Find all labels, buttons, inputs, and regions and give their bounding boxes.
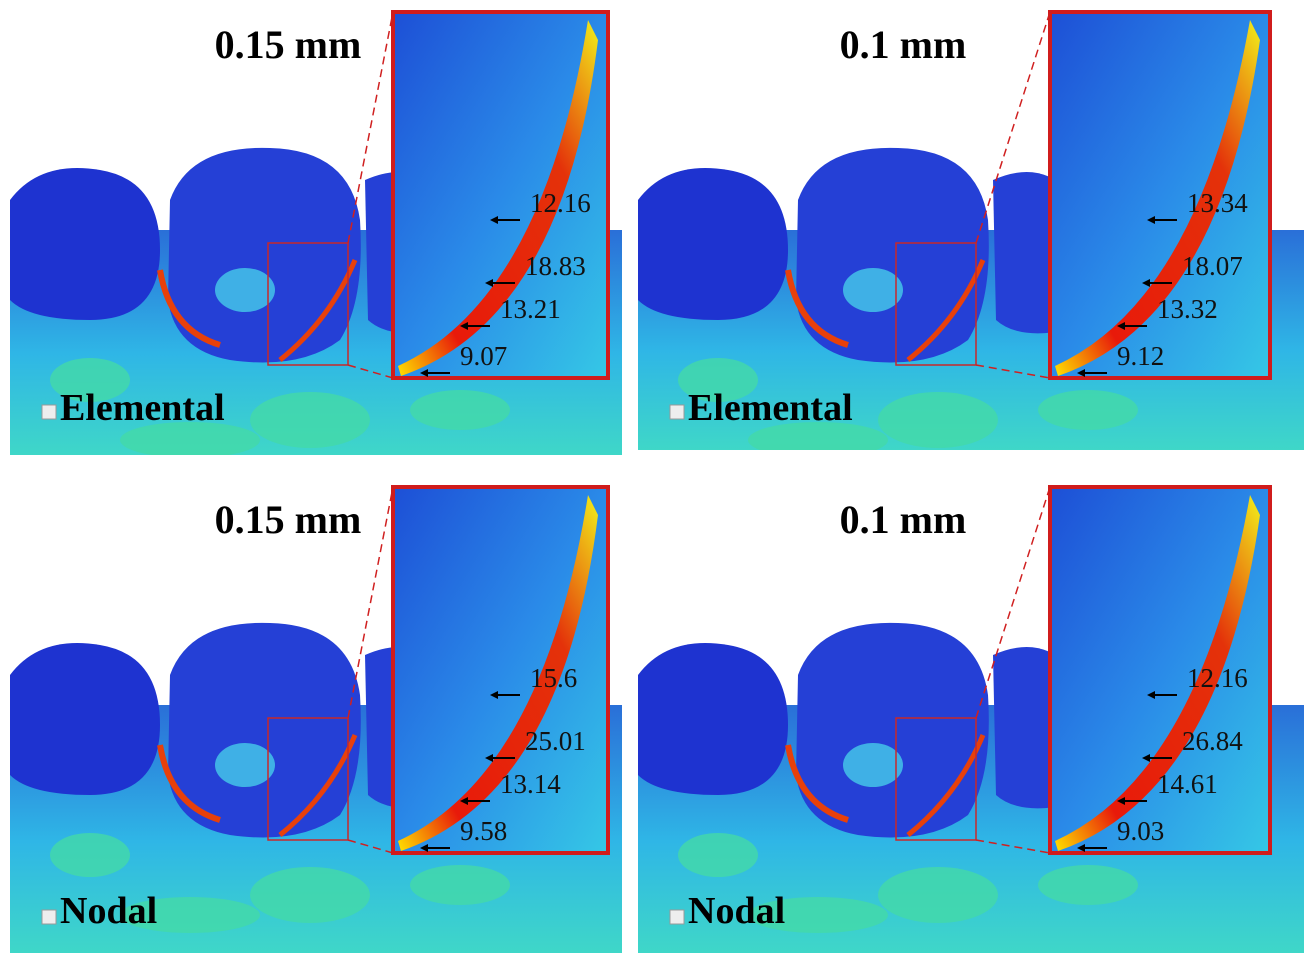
stress-blob <box>1038 390 1138 430</box>
panel: 0.15 mm Nodal 15.6 25.01 13.14 9.58 <box>10 475 622 953</box>
panel-method: Elemental <box>60 387 225 429</box>
value-label: 9.58 <box>460 816 507 846</box>
stress-blob <box>678 833 758 877</box>
panel: 0.1 mm Nodal 12.16 26.84 14.61 9.03 <box>638 475 1304 953</box>
panel: 0.1 mm Elemental 13.34 18.07 13.32 9.12 <box>638 0 1304 458</box>
value-label: 9.03 <box>1117 816 1164 846</box>
scene <box>638 475 1304 953</box>
panel-title: 0.15 mm <box>215 22 362 67</box>
value-label: 15.6 <box>530 663 577 693</box>
tooth <box>10 168 160 320</box>
stress-blob <box>878 867 998 923</box>
stress-blob <box>250 867 370 923</box>
value-label: 9.12 <box>1117 341 1164 371</box>
value-label: 25.01 <box>525 726 586 756</box>
axis-icon <box>670 405 684 419</box>
panel-title: 0.15 mm <box>215 497 362 542</box>
value-label: 18.07 <box>1182 251 1243 281</box>
panel-method: Elemental <box>688 387 853 429</box>
stress-blob <box>1038 865 1138 905</box>
panel-title: 0.1 mm <box>840 22 967 67</box>
panel-method: Nodal <box>688 890 785 932</box>
tooth <box>796 623 989 838</box>
axis-icon <box>670 910 684 924</box>
stress-blob <box>50 833 130 877</box>
panel-method: Nodal <box>60 890 157 932</box>
value-label: 13.34 <box>1187 188 1248 218</box>
value-label: 13.32 <box>1157 294 1218 324</box>
tooth <box>638 643 788 795</box>
tooth-stress <box>843 743 903 787</box>
tooth <box>638 168 788 320</box>
value-label: 18.83 <box>525 251 586 281</box>
value-label: 13.14 <box>500 769 561 799</box>
stress-blob <box>250 392 370 448</box>
panel-title: 0.1 mm <box>840 497 967 542</box>
tooth <box>168 148 361 363</box>
tooth-stress <box>215 743 275 787</box>
stress-blob <box>410 390 510 430</box>
scene <box>10 475 622 953</box>
value-label: 12.16 <box>530 188 591 218</box>
panel: 0.15 mm Elemental 12.16 18.83 13.21 9.07 <box>10 0 622 458</box>
stress-blob <box>878 392 998 448</box>
value-label: 13.21 <box>500 294 561 324</box>
tooth <box>796 148 989 363</box>
tooth-stress <box>215 268 275 312</box>
stress-blob <box>410 865 510 905</box>
value-label: 26.84 <box>1182 726 1243 756</box>
value-label: 14.61 <box>1157 769 1218 799</box>
axis-icon <box>42 910 56 924</box>
tooth <box>168 623 361 838</box>
tooth-stress <box>843 268 903 312</box>
figure: 0.15 mm Elemental 12.16 18.83 13.21 9.07 0.1 m… <box>0 0 1304 953</box>
tooth <box>10 643 160 795</box>
value-label: 12.16 <box>1187 663 1248 693</box>
axis-icon <box>42 405 56 419</box>
value-label: 9.07 <box>460 341 507 371</box>
